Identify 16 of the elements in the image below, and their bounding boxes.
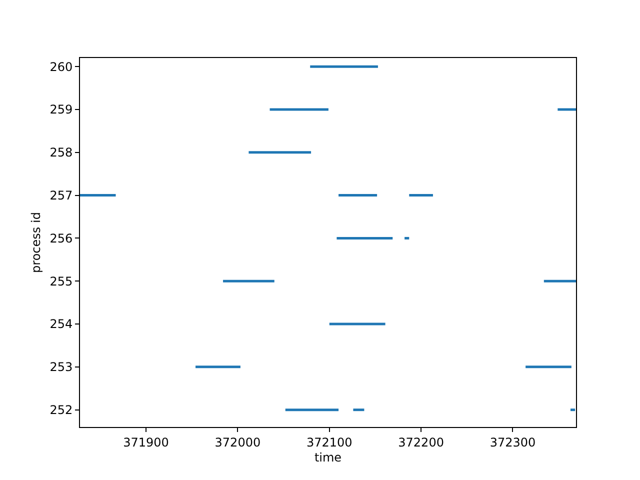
x-tick-label: 371900	[123, 435, 169, 450]
y-tick-label: 252	[50, 403, 73, 418]
x-tick-label: 372000	[214, 435, 261, 450]
y-tick-label: 258	[50, 146, 73, 160]
y-axis-title: process id	[28, 212, 43, 273]
y-tick-label: 254	[50, 317, 73, 332]
x-tick-label: 372100	[306, 435, 352, 450]
x-axis-title: time	[314, 450, 342, 464]
y-tick-label: 256	[50, 231, 73, 246]
y-tick-label: 260	[50, 60, 73, 74]
y-tick-label: 253	[50, 360, 73, 374]
y-tick-label: 257	[50, 188, 73, 202]
x-tick-label: 372200	[398, 435, 444, 450]
y-tick-label: 259	[50, 102, 73, 117]
x-tick-label: 372300	[490, 435, 536, 450]
y-tick-label: 255	[50, 274, 73, 288]
